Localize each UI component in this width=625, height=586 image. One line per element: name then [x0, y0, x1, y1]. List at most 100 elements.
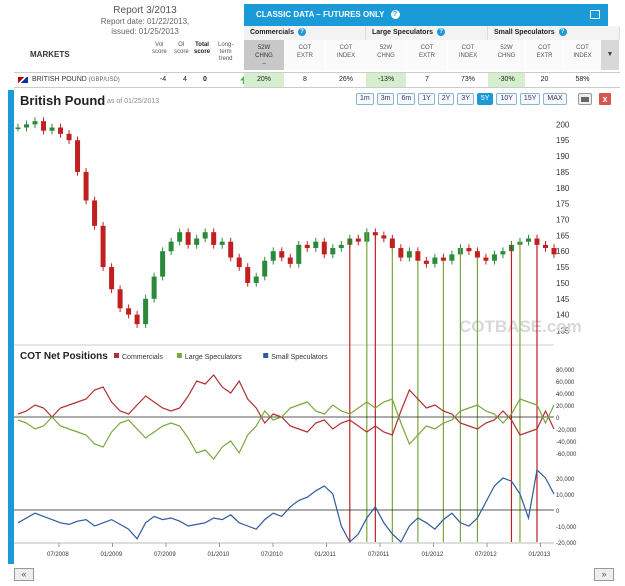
price-candle	[500, 251, 506, 255]
legend-label: Large Speculators	[185, 354, 242, 361]
collapse-button[interactable]: ▼	[601, 40, 619, 70]
net-title: COT Net Positions	[20, 351, 108, 362]
price-candle	[194, 238, 200, 245]
question-icon[interactable]: ?	[297, 28, 306, 37]
large-cot-index-header[interactable]: COT INDEX	[448, 40, 488, 70]
report-issued: issued: 01/25/2013	[111, 27, 179, 36]
price-candle	[474, 251, 480, 258]
question-icon[interactable]: ?	[558, 28, 567, 37]
small-cot-index-header[interactable]: COT INDEX	[564, 40, 601, 70]
price-candle	[41, 121, 47, 131]
small-52w-chng-header[interactable]: 52W CHNG	[488, 40, 525, 70]
chart-title: British Pound	[20, 93, 106, 108]
price-candle	[126, 308, 132, 315]
small-extr-value: 20	[540, 76, 549, 83]
long-term-trend-header: Long-term trend	[218, 42, 234, 62]
price-candle	[440, 257, 446, 261]
price-candle	[66, 133, 72, 141]
legend-swatch	[176, 353, 182, 358]
comm-index-value: 26%	[338, 76, 353, 83]
price-tick-label: 155	[556, 263, 570, 272]
price-candle	[15, 127, 21, 130]
price-candle	[449, 254, 455, 261]
prev-button[interactable]: «	[14, 568, 34, 581]
price-candle	[151, 276, 157, 299]
range-button-3m[interactable]: 3m	[376, 93, 395, 105]
classic-data-title: CLASSIC DATA – FUTURES ONLY	[256, 10, 385, 19]
upper-tick-label: 20,000	[556, 404, 575, 410]
price-tick-label: 140	[556, 311, 570, 320]
price-candle	[542, 244, 548, 249]
large-52w-chng-header[interactable]: 52W CHNG	[366, 40, 406, 70]
comm-cot-extr-header[interactable]: COT EXTR	[285, 40, 325, 70]
vol-score-value: -4	[159, 76, 167, 83]
x-tick-label: 07/2009	[154, 552, 176, 558]
range-button-5y[interactable]: 5Y	[476, 93, 494, 105]
price-candle	[415, 251, 421, 261]
price-tick-label: 150	[556, 279, 570, 288]
large-cot-extr-header[interactable]: COT EXTR	[407, 40, 447, 70]
report-info: Report 3/2013 Report date: 01/22/2013, i…	[70, 4, 220, 37]
price-tick-label: 180	[556, 184, 570, 193]
printer-icon[interactable]	[590, 10, 600, 19]
upper-tick-label: 60,000	[556, 380, 575, 386]
x-tick-label: 01/2013	[529, 552, 551, 558]
price-candle	[58, 127, 64, 134]
lower-tick-label: -20,000	[556, 541, 577, 547]
x-tick-label: 07/2011	[368, 552, 390, 558]
range-button-2y[interactable]: 2Y	[437, 93, 455, 105]
price-candle	[270, 251, 276, 261]
price-candle	[134, 314, 140, 325]
price-candle	[491, 254, 497, 261]
print-chart-icon[interactable]	[578, 93, 592, 105]
price-tick-label: 195	[556, 136, 570, 145]
oi-score-header: OI score	[174, 42, 189, 55]
next-button[interactable]: »	[594, 568, 614, 581]
price-candle	[109, 267, 115, 290]
table-row[interactable]: BRITISH POUND (GBP/USD) -4 4 0 20% 8 26%…	[14, 72, 620, 88]
oi-score-value: 4	[183, 76, 187, 83]
price-candle	[245, 267, 251, 283]
market-name: BRITISH POUND (GBP/USD)	[32, 76, 120, 83]
price-candle	[551, 248, 557, 255]
x-tick-label: 07/2008	[47, 552, 69, 558]
price-candle	[32, 121, 38, 125]
range-button-3y[interactable]: 3Y	[457, 93, 474, 105]
range-button-1m[interactable]: 1m	[356, 93, 374, 105]
price-candle	[75, 140, 81, 172]
range-button-15y[interactable]: 15Y	[519, 93, 541, 105]
total-score-value: 0	[203, 76, 207, 83]
small-cot-extr-header[interactable]: COT EXTR	[526, 40, 563, 70]
question-icon[interactable]: ?	[390, 10, 400, 20]
range-button-1y[interactable]: 1Y	[418, 93, 435, 105]
comm-cot-index-header[interactable]: COT INDEX	[326, 40, 366, 70]
price-and-cot-chart: 135 140 145 150 155 160 165 170 175 180 185 190 195 2…	[14, 117, 582, 558]
price-candle	[24, 124, 30, 128]
range-button-10y[interactable]: 10Y	[496, 93, 517, 105]
price-candle	[338, 244, 344, 249]
price-candle	[185, 232, 191, 245]
vol-score-header: Vol score	[152, 42, 167, 55]
price-candle	[177, 232, 183, 242]
price-candle	[381, 235, 387, 239]
comm-52w-chng-header[interactable]: 52W CHNG –	[244, 40, 284, 70]
price-candle	[160, 251, 166, 277]
x-tick-label: 01/2010	[208, 552, 230, 558]
as-of-date: as of 01/25/2013	[107, 98, 160, 105]
x-tick-label: 01/2011	[315, 552, 337, 558]
question-icon[interactable]: ?	[437, 28, 446, 37]
price-candle	[355, 238, 361, 242]
panel-stripe	[8, 90, 14, 564]
price-candle	[432, 257, 438, 264]
range-button-max[interactable]: MAX	[543, 93, 567, 105]
price-candle	[321, 241, 327, 255]
range-button-6m[interactable]: 6m	[397, 93, 416, 105]
range-buttons: 1m 3m 6m 1Y 2Y 3Y 5Y 10Y 15Y MAX	[356, 93, 567, 105]
close-chart-button[interactable]: x	[599, 93, 611, 105]
upper-tick-label: -40,000	[556, 440, 577, 446]
upper-tick-label: -20,000	[556, 428, 577, 434]
price-tick-label: 135	[556, 326, 570, 335]
price-candle	[534, 238, 540, 245]
legend-label: Small Speculators	[271, 354, 328, 361]
price-candle	[279, 251, 285, 258]
